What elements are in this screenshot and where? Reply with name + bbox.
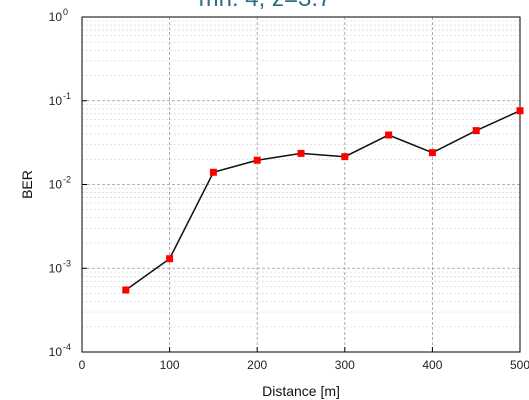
- data-point: [385, 131, 393, 139]
- x-tick-label: 400: [422, 358, 442, 372]
- series-line: [125, 110, 521, 291]
- y-axis-label: BER: [19, 170, 35, 199]
- data-point: [166, 255, 174, 263]
- y-tick-label: 10: [49, 94, 63, 108]
- data-point: [341, 153, 349, 161]
- data-point: [516, 107, 524, 115]
- data-point: [122, 286, 130, 294]
- series-group: [122, 107, 524, 294]
- data-point: [428, 149, 436, 157]
- data-point: [472, 127, 480, 135]
- y-tick-label: 10: [49, 345, 63, 359]
- x-tick-label: 100: [160, 358, 180, 372]
- y-tick-label: 10: [49, 10, 63, 24]
- x-tick-label: 500: [510, 358, 529, 372]
- y-tick-label: 10: [49, 261, 63, 275]
- y-tick-exponent: -1: [63, 91, 71, 101]
- x-axis-ticks: 0 100 200 300 400 500: [79, 347, 529, 372]
- data-point: [253, 156, 261, 164]
- y-tick-exponent: -3: [63, 258, 71, 268]
- y-tick-exponent: 0: [63, 7, 68, 17]
- data-point: [297, 149, 305, 157]
- x-tick-label: 300: [335, 358, 355, 372]
- data-point: [209, 168, 217, 176]
- grid: [81, 16, 521, 353]
- x-tick-label: 0: [79, 358, 86, 372]
- header-fragment: mn: 4, z=3.7: [199, 0, 332, 12]
- x-tick-label: 200: [247, 358, 267, 372]
- y-tick-label: 10: [49, 178, 63, 192]
- y-tick-exponent: -2: [63, 175, 71, 185]
- x-axis-label: Distance [m]: [262, 383, 340, 399]
- y-tick-exponent: -4: [63, 342, 71, 352]
